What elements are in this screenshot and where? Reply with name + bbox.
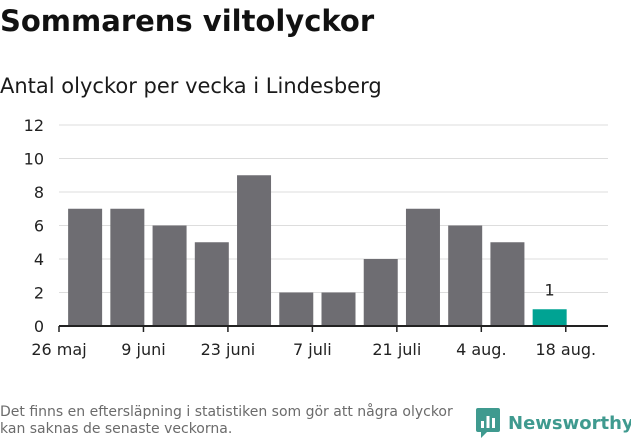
brand-name: Newsworthy xyxy=(508,412,631,434)
x-tick-label: 23 juni xyxy=(201,340,256,359)
brand-logo[interactable]: Newsworthy xyxy=(475,406,631,440)
chart-title: Sommarens viltolyckor xyxy=(0,4,375,38)
newsworthy-logo-icon xyxy=(476,408,500,438)
bar xyxy=(237,175,272,326)
bar xyxy=(194,242,229,326)
footnote: Det finns en eftersläpning i statistiken… xyxy=(0,404,453,437)
y-tick-label: 8 xyxy=(34,183,44,202)
x-tick-label: 26 maj xyxy=(31,340,86,359)
bar xyxy=(490,242,525,326)
data-label: 1 xyxy=(545,280,555,299)
y-tick-label: 4 xyxy=(34,250,44,269)
y-tick-label: 6 xyxy=(34,217,44,236)
y-tick-label: 10 xyxy=(24,150,44,169)
y-tick-label: 2 xyxy=(34,284,44,303)
x-tick-label: 18 aug. xyxy=(535,340,596,359)
bar xyxy=(363,259,398,326)
bar xyxy=(68,208,103,326)
bar xyxy=(405,208,440,326)
bar xyxy=(279,292,314,326)
y-tick-label: 0 xyxy=(34,317,44,336)
x-tick-label: 9 juni xyxy=(121,340,165,359)
x-tick-label: 7 juli xyxy=(293,340,332,359)
bar xyxy=(448,225,483,326)
x-tick-label: 21 juli xyxy=(372,340,421,359)
chart-subtitle: Antal olyckor per vecka i Lindesberg xyxy=(0,74,382,98)
bar xyxy=(532,309,567,326)
y-tick-label: 12 xyxy=(24,116,44,135)
bar xyxy=(110,208,145,326)
bar xyxy=(321,292,356,326)
bar xyxy=(152,225,187,326)
x-tick-label: 4 aug. xyxy=(456,340,506,359)
